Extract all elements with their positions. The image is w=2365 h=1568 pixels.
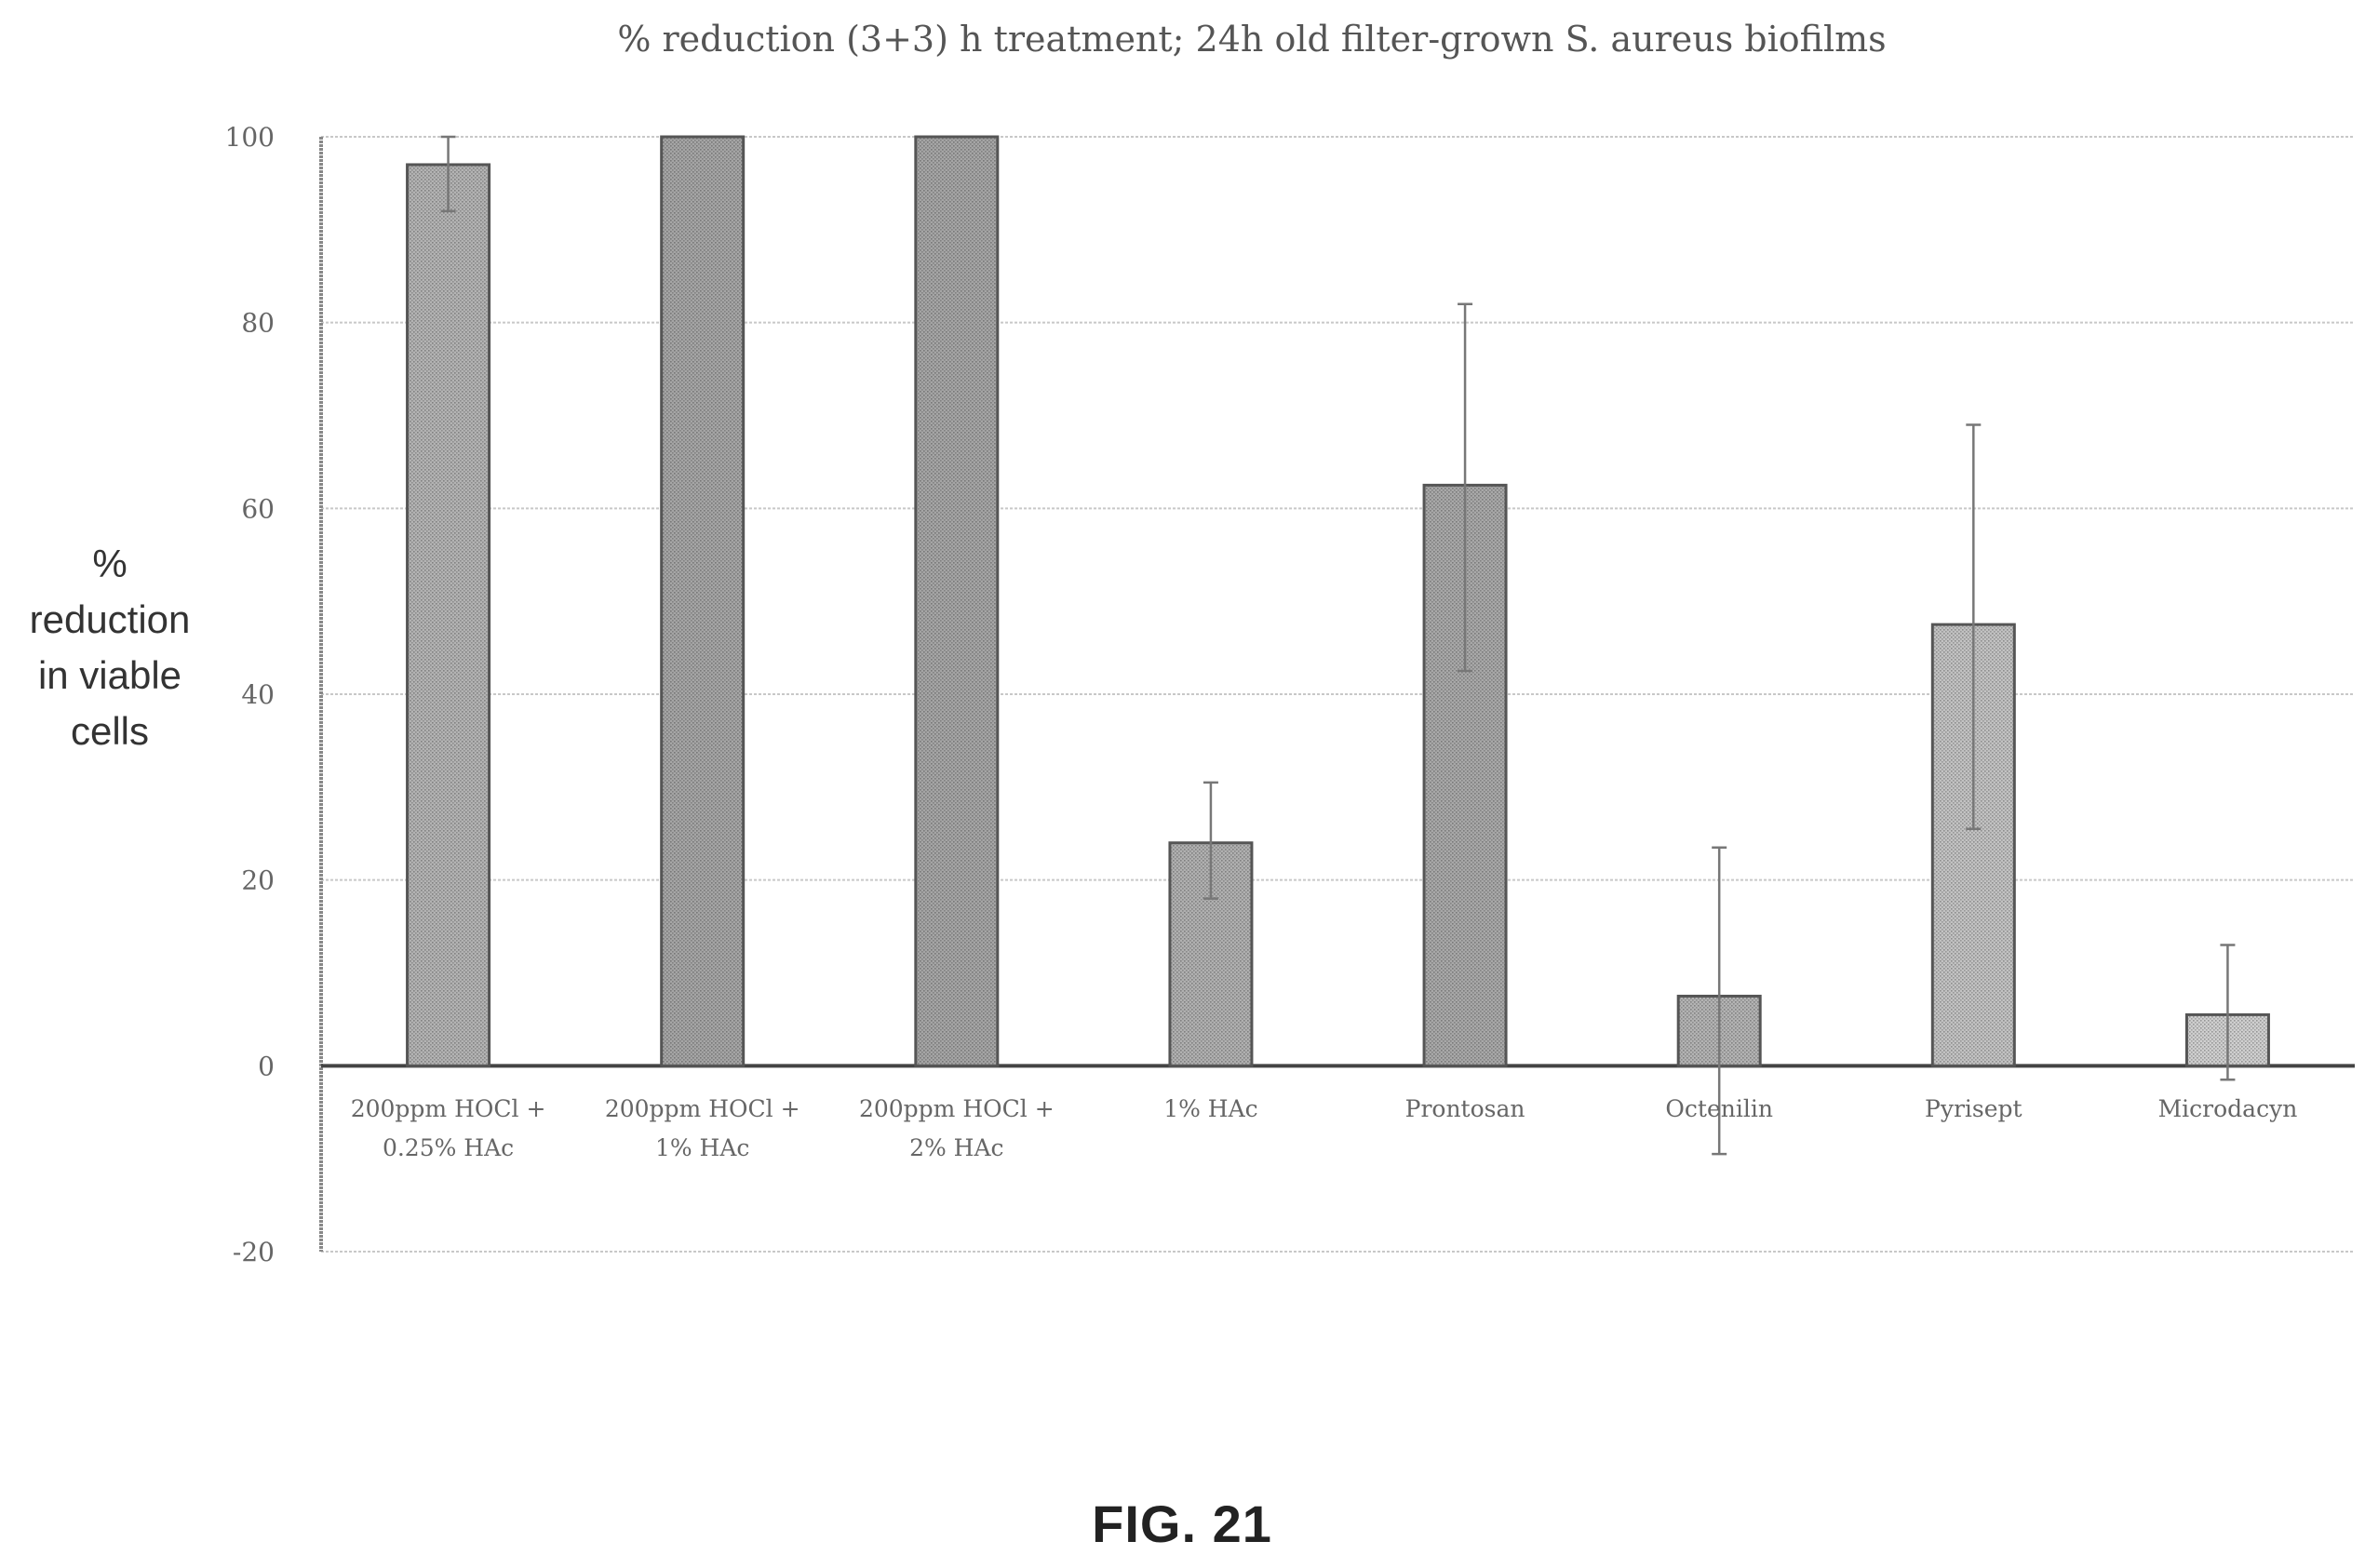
y-tick-label-80: 80 (241, 308, 275, 339)
y-axis-label-line-4: cells (71, 709, 149, 753)
category-labels: 200ppm HOCl + 0.25% HAc 200ppm HOCl + 1% HA… (351, 1095, 2298, 1161)
category-label-2-line-1: 200ppm HOCl + (605, 1095, 800, 1122)
bar-texture-2 (660, 135, 746, 1067)
category-label-4-line-1: 1% HAc (1163, 1095, 1257, 1122)
y-tick-label-100: 100 (225, 122, 275, 153)
figure-label: FIG. 21 (1092, 1494, 1272, 1553)
y-tick-label-20: 20 (241, 865, 275, 896)
category-label-2-line-2: 1% HAc (655, 1134, 749, 1161)
bar-texture-7 (1930, 623, 2016, 1067)
y-tick-label-40: 40 (241, 679, 275, 710)
category-label-1-line-2: 0.25% HAc (383, 1134, 514, 1161)
y-tick-label-60: 60 (241, 493, 275, 524)
category-label-5-line-1: Prontosan (1405, 1095, 1525, 1122)
bar-texture-3 (914, 135, 1000, 1067)
axes (319, 137, 2355, 1252)
y-axis-label-line-1: % (92, 542, 127, 585)
category-label-8-line-1: Microdacyn (2158, 1095, 2298, 1122)
error-bars (440, 135, 2236, 1156)
category-label-1-line-1: 200ppm HOCl + (351, 1095, 546, 1122)
category-label-3-line-1: 200ppm HOCl + (859, 1095, 1055, 1122)
category-label-7-line-1: Pyrisept (1925, 1095, 2022, 1122)
y-axis-label-line-2: reduction (30, 597, 191, 641)
y-tick-label-0: 0 (258, 1051, 275, 1081)
y-tick-label--20: -20 (233, 1237, 275, 1267)
bars (406, 135, 2270, 1067)
chart-title: % reduction (3+3) h treatment; 24h old f… (617, 19, 1886, 60)
bar-texture-1 (406, 163, 491, 1067)
y-axis-label-line-3: in viable (38, 653, 181, 697)
category-label-3-line-2: 2% HAc (909, 1134, 1003, 1161)
category-label-6-line-1: Octenilin (1665, 1095, 1773, 1122)
gridlines (321, 136, 2355, 1253)
y-tick-labels: -20 0 20 40 60 80 100 (225, 122, 275, 1267)
y-axis-label: % reduction in viable cells (30, 542, 191, 753)
